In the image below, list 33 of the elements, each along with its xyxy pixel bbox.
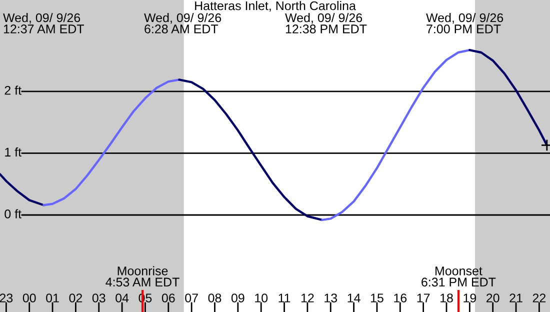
- annotation: Wed, 09/ 9/26 7:00 PM EDT: [426, 13, 504, 34]
- x-tick-label: 22: [532, 294, 546, 302]
- x-tick-label: 14: [348, 294, 360, 302]
- x-tick-label: 18: [440, 294, 453, 302]
- x-tick-label: 09: [231, 294, 244, 302]
- x-tick-label: 15: [370, 294, 384, 302]
- x-tick-label: 19: [464, 294, 476, 302]
- x-tick-label: 10: [255, 294, 268, 302]
- x-tick-label: 20: [486, 294, 500, 302]
- chart-title: Hatteras Inlet, North Carolina: [195, 1, 356, 12]
- annotation: Wed, 09/ 9/26 12:38 PM EDT: [285, 13, 367, 34]
- x-tick-label: 07: [185, 294, 198, 302]
- annotation: Wed, 09/ 9/26 12:37 AM EDT: [3, 13, 84, 34]
- x-tick-label: 03: [92, 294, 106, 302]
- y-tick-label: 0 ft: [4, 209, 22, 218]
- annotation: Wed, 09/ 9/26 6:28 AM EDT: [144, 13, 222, 34]
- x-tick-label: 16: [394, 294, 407, 302]
- y-tick-label: 2 ft: [4, 86, 22, 95]
- x-tick-label: 11: [278, 294, 290, 302]
- ref-line-label: Moonrise 4:53 AM EDT: [106, 266, 180, 287]
- x-tick-label: 00: [22, 294, 36, 302]
- x-tick-label: 04: [116, 294, 129, 302]
- x-tick-label: 02: [69, 294, 82, 302]
- x-tick-label: 23: [0, 294, 13, 302]
- ref-line-label: Moonset 6:31 PM EDT: [422, 266, 496, 287]
- x-tick-label: 12: [301, 294, 314, 302]
- x-tick-label: 01: [46, 294, 59, 302]
- x-tick-label: 21: [510, 294, 522, 302]
- x-tick-label: 08: [208, 294, 222, 302]
- x-tick-label: 13: [324, 294, 338, 302]
- x-tick-label: 17: [417, 294, 430, 302]
- y-tick-label: 1 ft: [5, 147, 22, 157]
- x-tick-label: 06: [162, 294, 175, 302]
